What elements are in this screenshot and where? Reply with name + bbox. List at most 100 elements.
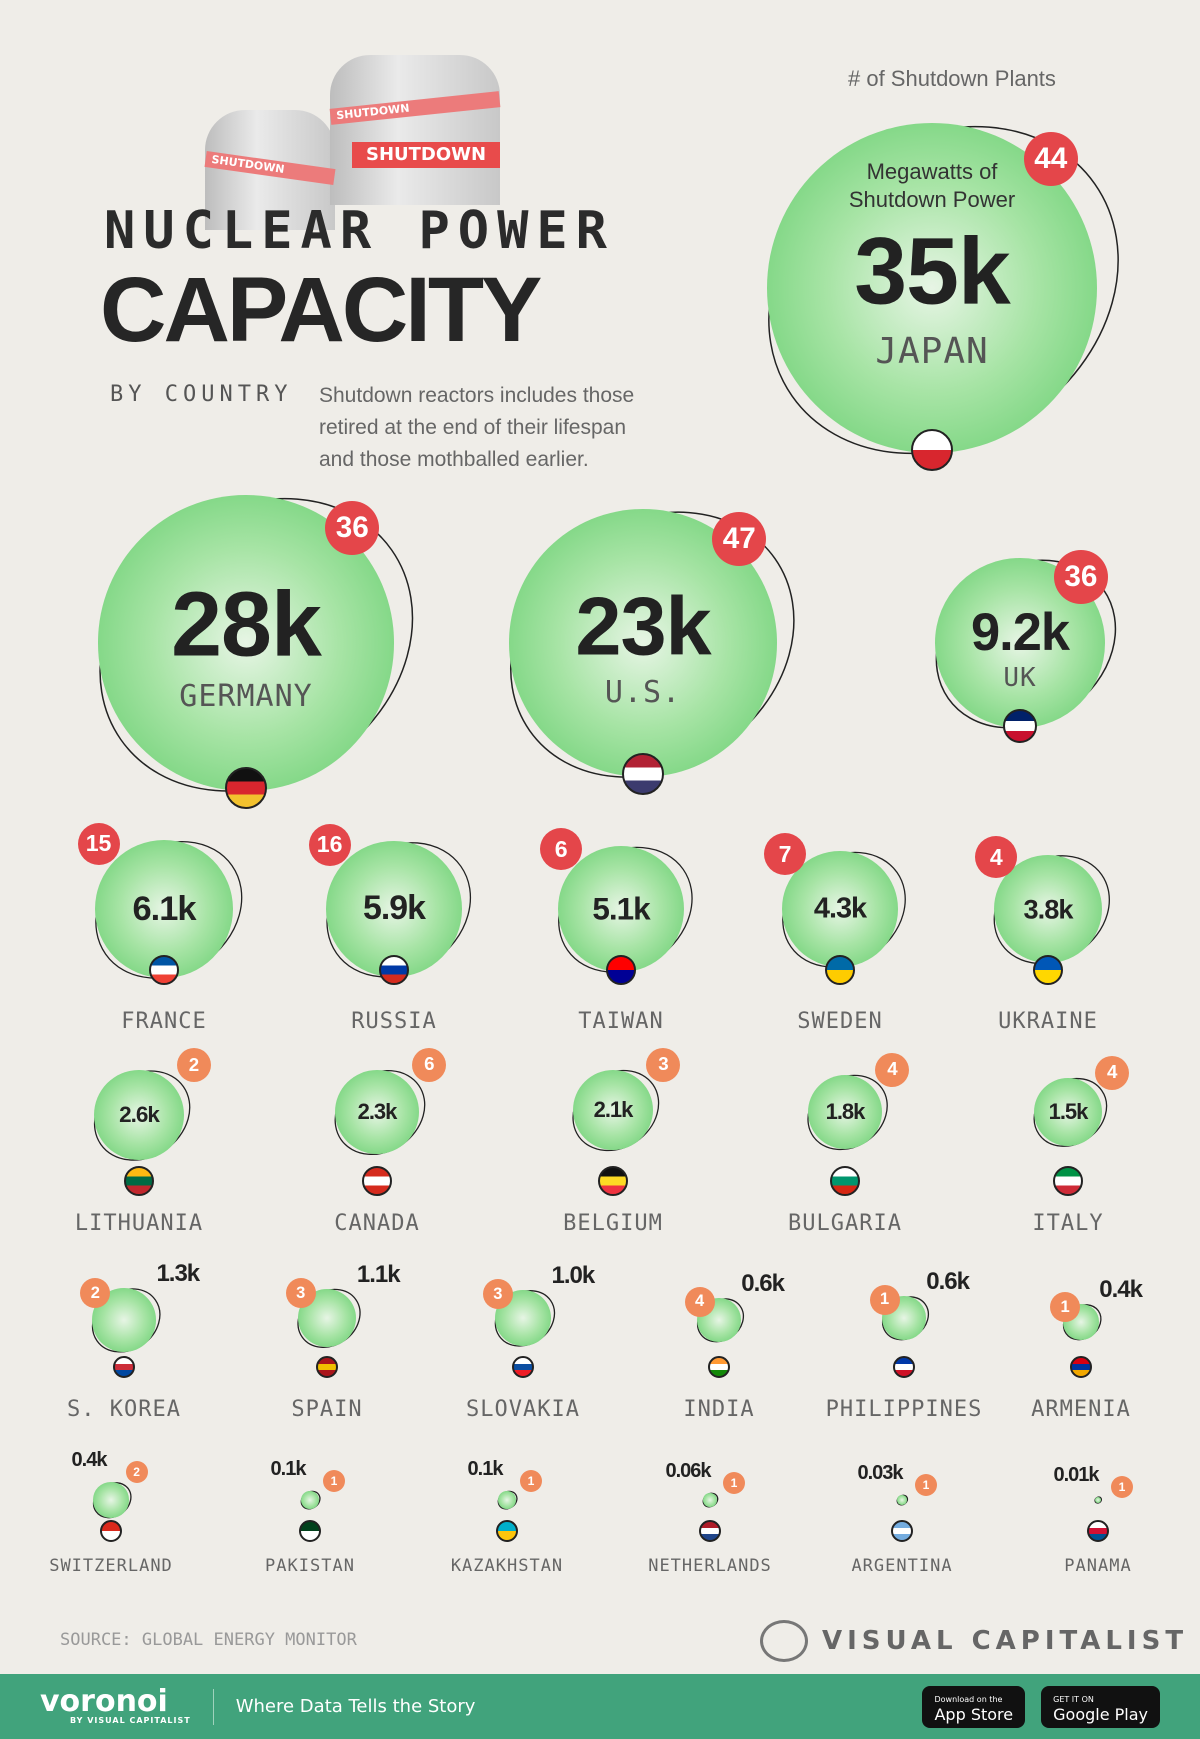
visual-capitalist-logo: VISUAL CAPITALIST xyxy=(760,1620,1188,1662)
bubble-kazakhstan xyxy=(498,1491,516,1509)
country-name: ARMENIA xyxy=(1031,1397,1131,1422)
value-label: 3.8k xyxy=(1023,893,1074,925)
country-name: INDIA xyxy=(683,1397,755,1422)
bubble-italy xyxy=(1033,1077,1103,1147)
title-line-1: NUCLEAR POWER xyxy=(104,201,615,261)
bubble-lithuania xyxy=(94,1070,184,1160)
shutdown-count-badge: 1 xyxy=(915,1474,937,1497)
shutdown-count-badge: 4 xyxy=(684,1286,715,1317)
flag-russia-icon xyxy=(379,955,409,985)
description: Shutdown reactors includes those retired… xyxy=(319,384,635,471)
voronoi-logo[interactable]: voronoi BY VISUAL CAPITALIST xyxy=(40,1686,191,1726)
country-name: SPAIN xyxy=(291,1397,363,1422)
shutdown-count-badge: 6 xyxy=(412,1047,447,1082)
flag-japan-icon xyxy=(911,428,953,471)
bubble-canada xyxy=(334,1069,420,1155)
country-name: KAZAKHSTAN xyxy=(450,1556,564,1576)
bubble-belgium xyxy=(572,1069,654,1151)
country-name: SWEDEN xyxy=(797,1009,883,1034)
value-label: 1.0k xyxy=(551,1262,596,1290)
flag-sweden-icon xyxy=(825,955,855,985)
shutdown-count-badge: 3 xyxy=(285,1278,316,1309)
app-store-button[interactable]: Download on the App Store xyxy=(922,1685,1026,1728)
value-label: 1.3k xyxy=(156,1260,200,1288)
value-label: 23k xyxy=(575,579,711,673)
value-label: 0.6k xyxy=(926,1268,970,1296)
tagline: Where Data Tells the Story xyxy=(235,1696,476,1717)
title-line-2: CAPACITY xyxy=(100,259,542,361)
bubble-france xyxy=(95,840,233,978)
value-label: 0.6k xyxy=(741,1270,785,1298)
value-label: 0.01k xyxy=(1053,1464,1099,1486)
shutdown-count-badge: 15 xyxy=(77,822,120,865)
shutdown-count-badge: 2 xyxy=(176,1048,211,1083)
value-label: 2.3k xyxy=(357,1099,398,1124)
value-label: 0.4k xyxy=(71,1449,108,1472)
flag-belgium-icon xyxy=(598,1166,628,1196)
flag-philippines-icon xyxy=(893,1356,915,1378)
shutdown-count-badge: 16 xyxy=(308,823,351,866)
value-label: 1.8k xyxy=(825,1099,866,1124)
flag-taiwan-icon xyxy=(606,955,636,985)
flag-canada-icon xyxy=(362,1166,392,1196)
bubble-panama xyxy=(1095,1497,1101,1503)
bubble-russia xyxy=(326,841,462,977)
flag-kazakhstan-icon xyxy=(496,1520,518,1542)
shutdown-count-badge: 1 xyxy=(1111,1476,1133,1498)
title-line-3: BY COUNTRY xyxy=(110,382,293,407)
flag-bulgaria-icon xyxy=(830,1166,860,1196)
flag-uk-icon xyxy=(1003,708,1037,743)
value-label: 5.1k xyxy=(592,890,650,927)
google-play-label: Google Play xyxy=(1053,1704,1148,1724)
voronoi-sub: BY VISUAL CAPITALIST xyxy=(70,1715,191,1725)
country-name: GERMANY xyxy=(179,678,313,714)
value-label: 2.1k xyxy=(593,1097,634,1122)
flag-pakistan-icon xyxy=(299,1520,321,1542)
flag-netherlands-icon xyxy=(699,1520,721,1542)
app-store-label: App Store xyxy=(934,1704,1014,1724)
value-label: 0.06k xyxy=(665,1460,711,1483)
flag-panama-icon xyxy=(1087,1520,1109,1542)
country-name: UKRAINE xyxy=(998,1009,1098,1034)
country-name: FRANCE xyxy=(121,1009,207,1034)
shutdown-count-badge: 1 xyxy=(1050,1292,1081,1322)
country-name: RUSSIA xyxy=(351,1009,437,1034)
value-label: 0.03k xyxy=(857,1462,903,1485)
bubble-sweden xyxy=(782,851,898,967)
value-label: 2.6k xyxy=(119,1101,160,1127)
shutdown-count-badge: 4 xyxy=(875,1052,910,1087)
shutdown-count-badge: 2 xyxy=(125,1461,148,1484)
country-name: LITHUANIA xyxy=(74,1211,204,1236)
shutdown-count-badge: 2 xyxy=(80,1277,111,1308)
flag-switzerland-icon xyxy=(100,1520,122,1542)
value-label: 4.3k xyxy=(813,892,867,925)
visual-capitalist-mark-icon xyxy=(760,1620,808,1662)
shutdown-count-badge: 36 xyxy=(325,500,380,555)
value-label: 1.1k xyxy=(356,1260,401,1288)
country-name: SWITZERLAND xyxy=(49,1556,173,1576)
flag-spain-icon xyxy=(316,1356,338,1378)
flag-france-icon xyxy=(149,955,179,985)
country-name: BULGARIA xyxy=(788,1211,902,1236)
flag-germany-icon xyxy=(225,766,267,809)
value-label: 6.1k xyxy=(132,889,196,928)
country-name: JAPAN xyxy=(875,331,989,372)
flag-slovakia-icon xyxy=(512,1356,534,1378)
shutdown-count-badge: 1 xyxy=(723,1472,745,1495)
value-label: 28k xyxy=(171,573,322,676)
shutdown-count-badge: 36 xyxy=(1053,550,1108,605)
value-label: 0.1k xyxy=(270,1458,307,1481)
value-label: 1.5k xyxy=(1048,1099,1089,1124)
legend-value-label: Megawatts of Shutdown Power xyxy=(848,159,1016,212)
country-name: ITALY xyxy=(1032,1211,1104,1236)
legend-count-label: # of Shutdown Plants xyxy=(848,66,1056,91)
app-store-small: Download on the xyxy=(934,1694,1003,1704)
bubble-ukraine xyxy=(993,854,1103,964)
shutdown-count-badge: 44 xyxy=(1023,132,1078,187)
bubble-netherlands xyxy=(703,1493,717,1507)
divider xyxy=(212,1688,214,1725)
country-name: PANAMA xyxy=(1064,1556,1132,1576)
shutdown-count-badge: 3 xyxy=(646,1047,681,1082)
flag-italy-icon xyxy=(1053,1166,1083,1196)
google-play-button[interactable]: GET IT ON Google Play xyxy=(1041,1685,1160,1728)
